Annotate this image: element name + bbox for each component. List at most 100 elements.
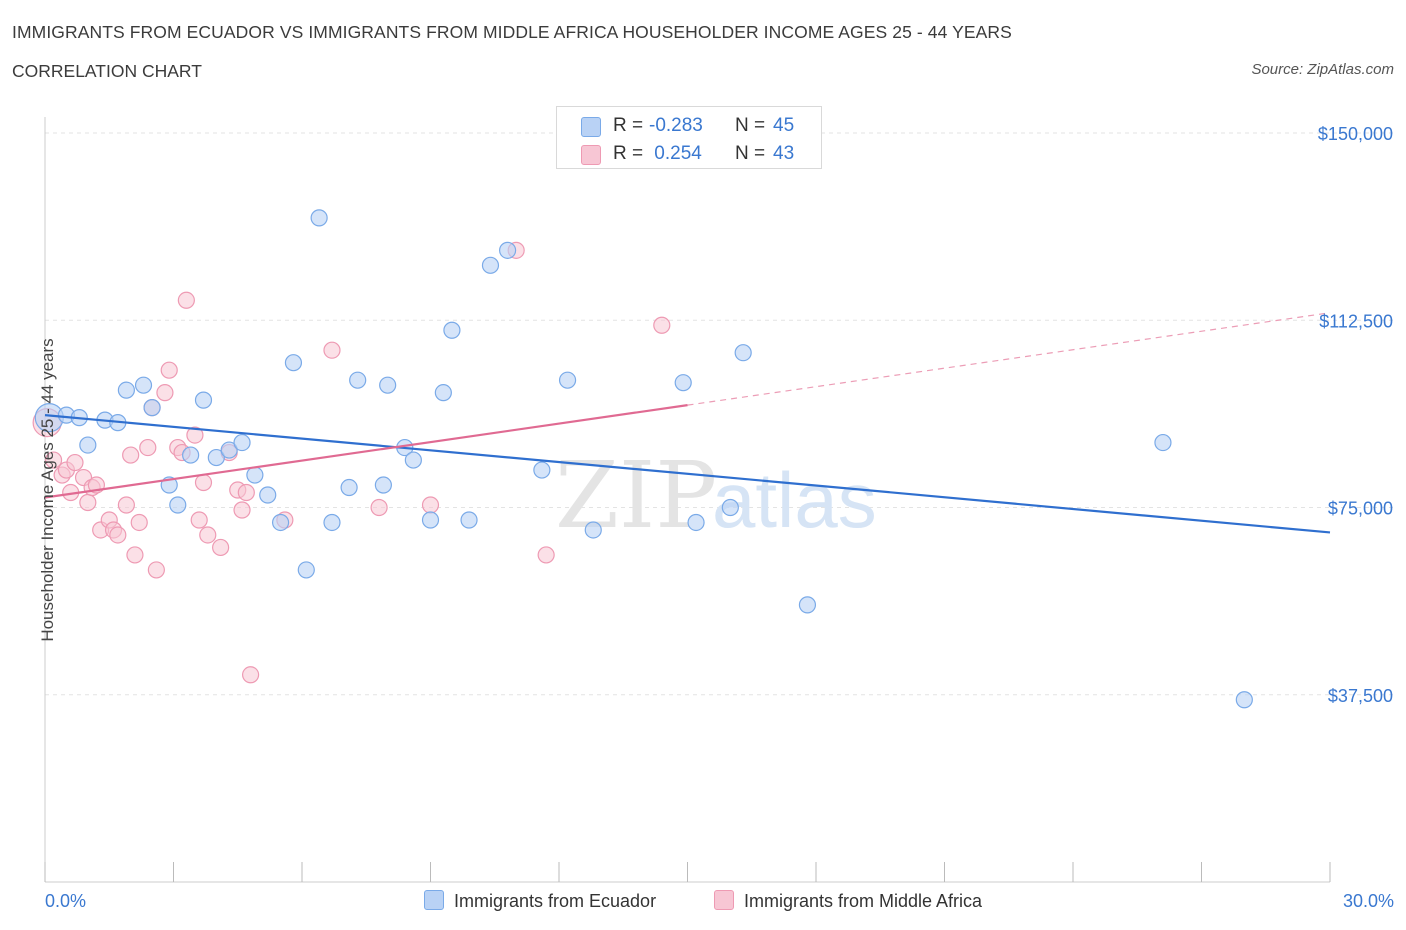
- point-ecuador-15: [233, 433, 251, 452]
- point-ecuador-41: [734, 344, 752, 362]
- point-ecuador-43: [1154, 433, 1172, 452]
- point-middle-africa-16: [130, 513, 148, 532]
- x-tick-label-max: 30.0%: [1342, 891, 1394, 911]
- bottom-legend-ecuador: Immigrants from Ecuador: [424, 890, 656, 912]
- point-middle-africa-14: [122, 446, 140, 464]
- point-middle-africa-29: [212, 538, 230, 557]
- gridlines: [45, 132, 1395, 696]
- point-middle-africa-26: [190, 511, 208, 529]
- axes: [44, 117, 1331, 883]
- point-ecuador-26: [379, 376, 397, 394]
- point-ecuador-8: [143, 399, 161, 417]
- legend-swatch-ecuador: [581, 117, 601, 137]
- point-ecuador-20: [297, 561, 315, 579]
- chart-title: IMMIGRANTS FROM ECUADOR VS IMMIGRANTS FR…: [12, 22, 1012, 42]
- legend-r-value: 0.254: [649, 143, 702, 164]
- point-ecuador-23: [340, 478, 358, 497]
- point-ecuador-25: [374, 476, 392, 494]
- point-ecuador-39: [687, 513, 705, 532]
- point-ecuador-35: [533, 461, 551, 479]
- point-ecuador-3: [79, 436, 97, 454]
- y-tick-label-0: $37,500: [1328, 686, 1393, 706]
- trend-middle-africa: [44, 404, 688, 499]
- point-ecuador-12: [194, 391, 213, 409]
- point-ecuador-44: [1235, 691, 1253, 709]
- point-middle-africa-24: [177, 291, 195, 309]
- point-ecuador-19: [284, 354, 303, 372]
- point-ecuador-17: [259, 486, 277, 504]
- point-middle-africa-4: [66, 453, 84, 472]
- trend-middle-africa-extrapolated: [687, 312, 1331, 406]
- point-ecuador-31: [443, 321, 461, 339]
- point-middle-africa-13: [117, 496, 135, 514]
- trend-lines: [44, 312, 1331, 534]
- point-ecuador-18: [271, 513, 290, 532]
- legend-n-value: 43: [773, 143, 795, 164]
- point-middle-africa-36: [323, 341, 341, 359]
- point-middle-africa-27: [194, 473, 213, 492]
- trend-ecuador: [44, 414, 1331, 534]
- point-ecuador-6: [117, 381, 135, 399]
- y-tick-label-2: $112,500: [1319, 311, 1393, 331]
- legend-r-label: R =: [613, 143, 644, 164]
- point-ecuador-24: [349, 371, 367, 389]
- y-tick-labels: $37,500 $75,000 $112,500 $150,000: [1318, 124, 1393, 706]
- point-ecuador-36: [558, 371, 577, 389]
- y-tick-label-3: $150,000: [1318, 124, 1393, 144]
- point-middle-africa-38: [421, 496, 440, 514]
- point-middle-africa-41: [653, 316, 671, 334]
- point-ecuador-33: [481, 256, 500, 274]
- point-middle-africa-28: [199, 526, 217, 544]
- point-middle-africa-0: [44, 451, 63, 469]
- point-middle-africa-19: [147, 561, 165, 579]
- legend-n-value: 45: [773, 115, 795, 136]
- watermark-zip: ZIP: [555, 442, 717, 549]
- point-ecuador-38: [674, 374, 692, 392]
- source-label: Source: ZipAtlas.com: [1251, 61, 1394, 78]
- bottom-legend-swatch-middle-africa: [714, 890, 734, 910]
- point-ecuador-14: [220, 441, 238, 459]
- point-ecuador-7: [134, 376, 153, 394]
- point-middle-africa-33: [237, 483, 255, 502]
- point-ecuador-16: [246, 466, 264, 484]
- point-ecuador-11: [182, 446, 200, 464]
- watermark-atlas: atlas: [712, 456, 877, 544]
- point-middle-africa-40: [537, 546, 555, 564]
- legend-r-label: R =: [613, 115, 644, 136]
- correlation-legend: R = -0.283 N = 45 R = 0.254 N = 43: [556, 106, 822, 169]
- watermark: ZIP atlas: [555, 442, 877, 549]
- legend-n-label: N =: [735, 115, 766, 136]
- point-middle-africa-6: [79, 493, 97, 512]
- point-ecuador-37: [584, 521, 602, 539]
- point-ecuador-29: [421, 511, 440, 529]
- point-middle-africa-17: [139, 438, 157, 457]
- y-axis-label: Householder Income Ages 25 - 44 years: [38, 338, 57, 642]
- point-middle-africa-32: [233, 501, 251, 519]
- point-middle-africa-37: [370, 498, 388, 517]
- point-ecuador-13: [207, 448, 225, 467]
- bottom-legend-label-middle-africa: Immigrants from Middle Africa: [744, 891, 983, 911]
- legend-r-value: -0.283: [649, 115, 703, 136]
- chart-subtitle: CORRELATION CHART: [12, 61, 202, 81]
- legend-swatch-middle-africa: [581, 145, 601, 165]
- point-middle-africa-15: [126, 546, 144, 564]
- point-ecuador-10: [169, 496, 187, 514]
- point-middle-africa-12: [109, 526, 127, 544]
- bottom-legend-label-ecuador: Immigrants from Ecuador: [454, 891, 657, 911]
- point-middle-africa-25: [186, 426, 204, 444]
- point-ecuador-28: [404, 451, 422, 469]
- legend-n-label: N =: [735, 143, 766, 164]
- point-middle-africa-20: [156, 384, 174, 402]
- point-middle-africa-34: [242, 666, 260, 684]
- point-ecuador-40: [721, 498, 739, 517]
- point-ecuador-30: [434, 384, 452, 402]
- x-tick-label-min: 0.0%: [45, 891, 87, 911]
- point-ecuador-34: [499, 241, 517, 259]
- point-middle-africa-21: [160, 361, 178, 379]
- bottom-legend-swatch-ecuador: [424, 890, 444, 910]
- bottom-legend-middle-africa: Immigrants from Middle Africa: [714, 890, 982, 912]
- point-ecuador-22: [323, 513, 341, 532]
- point-ecuador-32: [460, 511, 478, 529]
- point-ecuador-42: [798, 596, 817, 614]
